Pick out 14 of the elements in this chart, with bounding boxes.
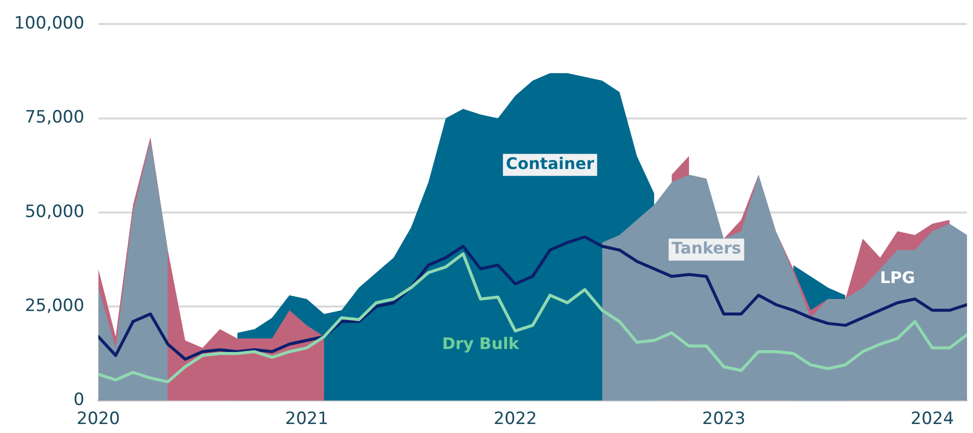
y-tick-label: 50,000	[24, 202, 84, 222]
y-tick-label: 0	[73, 390, 84, 410]
x-tick-label: 2021	[285, 409, 328, 430]
x-tick-label: 2023	[702, 409, 746, 430]
y-tick-label: 25,000	[24, 296, 84, 316]
series-label: Tankers	[672, 238, 742, 258]
y-tick-label: 75,000	[24, 108, 84, 128]
series-label: LPG	[880, 268, 916, 287]
series-label: Dry Bulk	[442, 334, 520, 353]
x-tick-label: 2020	[76, 409, 120, 430]
x-tick-label: 2022	[494, 409, 537, 430]
y-tick-label: 100,000	[14, 14, 84, 34]
x-tick-label: 2024	[910, 409, 954, 430]
series-label: Container	[506, 154, 594, 173]
